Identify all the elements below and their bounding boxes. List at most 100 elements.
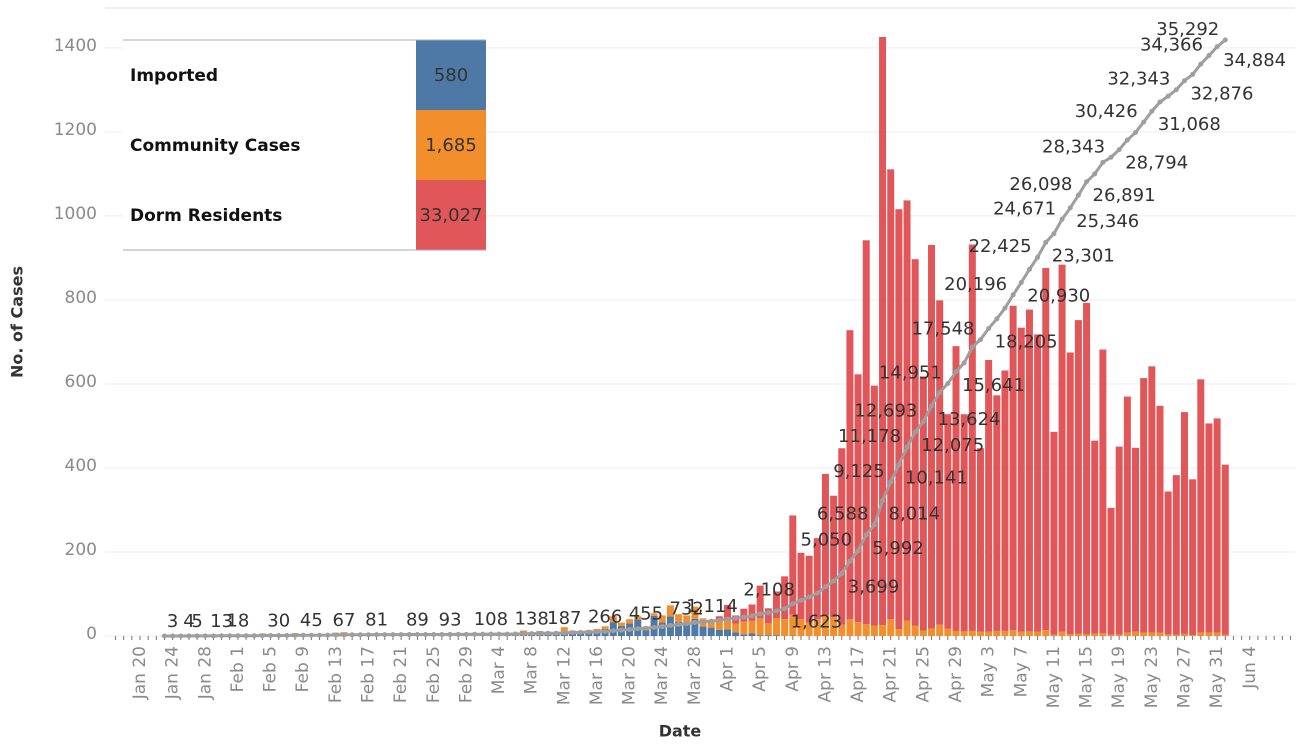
- data-label: 15,641: [962, 375, 1025, 396]
- line-point: [929, 403, 935, 409]
- data-label: 28,794: [1125, 153, 1188, 174]
- line-point: [496, 631, 502, 637]
- bar: [821, 473, 829, 615]
- data-label: 34,366: [1140, 35, 1203, 56]
- line-point: [1100, 159, 1106, 165]
- bar: [1115, 634, 1123, 636]
- x-tick-label: Feb 13: [326, 646, 346, 703]
- bar: [830, 495, 838, 618]
- bar: [772, 591, 780, 619]
- line-point: [855, 548, 861, 554]
- bar: [968, 630, 976, 636]
- data-label: 12,693: [854, 401, 917, 422]
- bar: [748, 604, 756, 621]
- data-label: 6,588: [817, 504, 869, 525]
- bar: [1107, 507, 1115, 635]
- line-point: [896, 462, 902, 468]
- line-point: [977, 337, 983, 343]
- data-label: 5,050: [801, 530, 853, 551]
- bar: [1083, 302, 1091, 635]
- x-tick-label: Jun 4: [1240, 646, 1260, 690]
- x-tick-label: May 27: [1174, 646, 1194, 708]
- bar: [797, 619, 805, 636]
- line-point: [431, 631, 437, 637]
- bar: [1221, 464, 1229, 635]
- line-point: [847, 558, 853, 564]
- data-label: 1,114: [686, 596, 738, 617]
- x-tick-label: Apr 5: [750, 646, 770, 692]
- data-label: 31,068: [1158, 114, 1221, 135]
- line-point: [716, 617, 722, 623]
- y-tick-label: 600: [65, 372, 97, 392]
- line-point: [259, 633, 265, 639]
- bar: [903, 200, 911, 621]
- bar: [952, 630, 960, 636]
- bar: [740, 634, 748, 636]
- data-label: 81: [365, 610, 388, 631]
- data-label: 187: [547, 608, 581, 629]
- line-point: [725, 616, 731, 622]
- line-point: [537, 630, 543, 636]
- bar: [846, 330, 854, 620]
- legend-label: Dorm Residents: [130, 206, 282, 226]
- line-point: [798, 597, 804, 603]
- bar: [1083, 634, 1091, 636]
- y-tick-label: 1000: [54, 204, 97, 224]
- bar: [1091, 440, 1099, 634]
- line-point: [1124, 137, 1130, 143]
- x-tick-label: Mar 28: [685, 646, 705, 705]
- bar: [928, 244, 936, 629]
- bar: [805, 555, 813, 623]
- data-label: 138: [515, 609, 549, 630]
- bar: [1197, 379, 1205, 633]
- line-point: [545, 630, 551, 636]
- bar: [1050, 431, 1058, 635]
- bar: [617, 622, 625, 626]
- line-point: [276, 632, 282, 638]
- data-label: 32,343: [1107, 69, 1170, 90]
- line-point: [635, 626, 641, 632]
- data-label: 732: [670, 599, 704, 620]
- line-point: [447, 631, 453, 637]
- x-tick-label: Mar 16: [587, 646, 607, 705]
- line-point: [708, 618, 714, 624]
- line-point: [1190, 71, 1196, 77]
- bar: [560, 627, 568, 632]
- x-tick-label: Apr 13: [815, 646, 835, 702]
- bar: [1213, 418, 1221, 633]
- line-point: [161, 633, 167, 639]
- bar: [724, 619, 732, 630]
- bar: [1017, 327, 1025, 632]
- line-point: [790, 601, 796, 607]
- bar: [1132, 631, 1140, 636]
- x-tick-label: Mar 8: [522, 646, 542, 694]
- bar: [658, 622, 666, 636]
- bar: [707, 627, 715, 636]
- bar: [985, 360, 993, 632]
- line-point: [170, 633, 176, 639]
- data-label: 12,075: [921, 435, 984, 456]
- line-point: [1092, 171, 1098, 177]
- bar: [968, 244, 976, 631]
- line-point: [365, 632, 371, 638]
- line-point: [888, 479, 894, 485]
- line-point: [210, 633, 216, 639]
- data-label: 3,699: [848, 577, 900, 598]
- bar: [1042, 268, 1050, 631]
- line-point: [880, 498, 886, 504]
- data-label: 35,292: [1156, 19, 1219, 40]
- line-point: [1018, 279, 1024, 285]
- bar: [675, 614, 683, 622]
- bar: [666, 605, 674, 617]
- data-label: 32,876: [1190, 84, 1253, 105]
- bar: [838, 448, 846, 625]
- line-point: [463, 631, 469, 637]
- y-axis-title: No. of Cases: [8, 266, 27, 378]
- bar: [813, 619, 821, 636]
- line-point: [1157, 99, 1163, 105]
- y-tick-label: 400: [65, 456, 97, 476]
- bar: [1156, 405, 1164, 633]
- line-point: [594, 629, 600, 635]
- line-point: [227, 633, 233, 639]
- line-point: [569, 630, 575, 636]
